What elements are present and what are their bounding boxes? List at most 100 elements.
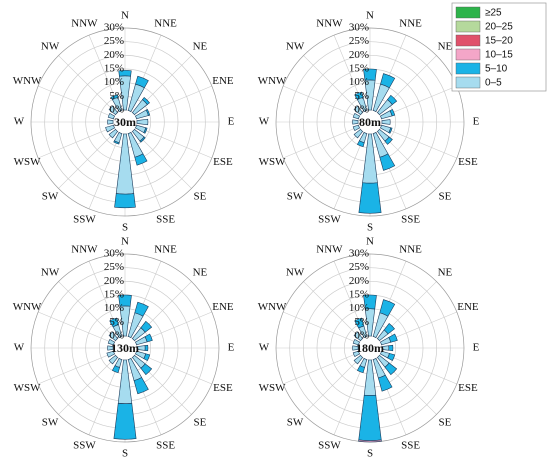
direction-label: SE [439, 190, 452, 202]
direction-label: SW [42, 190, 59, 202]
wind-segment [144, 344, 149, 352]
direction-label: W [14, 342, 25, 354]
legend-swatch [455, 76, 481, 89]
radial-tick-label: 10% [104, 302, 124, 314]
legend-swatch [455, 48, 481, 61]
radial-tick-label: 25% [349, 35, 369, 47]
wind-segment [145, 108, 151, 116]
wind-segment [109, 317, 119, 328]
wind-rose: N NNE NE ENE E ESE SE SSE S SSW SW WSW W WNW NW NNW 0% 5%… [13, 10, 235, 234]
wind-segment [379, 153, 396, 171]
direction-label: NE [193, 41, 208, 53]
wind-segment [388, 333, 398, 343]
wind-segment [383, 323, 395, 335]
height-label: 80m [359, 115, 381, 129]
direction-label: E [473, 342, 480, 354]
wind-segment [354, 317, 365, 329]
wind-segment [110, 94, 119, 101]
wind-segment [381, 119, 391, 125]
wind-segment [363, 68, 377, 81]
direction-label: N [121, 236, 129, 248]
direction-label: SW [42, 416, 59, 428]
wind-segment [142, 97, 150, 105]
direction-label: NE [438, 267, 453, 279]
radial-tick-label: 20% [349, 49, 369, 61]
legend-swatch [455, 6, 481, 19]
wind-segment [353, 105, 364, 116]
radial-tick-label: 25% [104, 35, 124, 47]
direction-label: ENE [212, 301, 234, 313]
radial-tick-label: 25% [104, 261, 124, 273]
direction-label: SE [194, 416, 207, 428]
direction-label: WSW [14, 382, 42, 394]
radial-tick-label: 10% [104, 76, 124, 88]
direction-label: WNW [13, 75, 42, 87]
wind-segment [139, 136, 146, 143]
direction-label: NW [286, 41, 305, 53]
direction-label: NNW [316, 244, 343, 256]
direction-label: W [259, 342, 270, 354]
direction-label: SSE [156, 213, 175, 225]
direction-label: ESE [213, 156, 233, 168]
direction-label: WNW [258, 301, 287, 313]
wind-segment [140, 320, 153, 333]
radial-tick-label: 5% [354, 316, 369, 328]
wind-segment [108, 128, 119, 139]
wind-segment [107, 345, 114, 351]
direction-label: WSW [259, 382, 287, 394]
grid-circle [30, 27, 220, 217]
direction-label: SSW [73, 213, 96, 225]
direction-label: SW [287, 416, 304, 428]
wind-segment [134, 153, 148, 166]
legend-label: 0–5 [485, 78, 502, 89]
direction-label: NE [438, 41, 453, 53]
legend: ≥25 20–25 15–20 10–15 5–10 0–5 [451, 2, 547, 92]
grid-circle [30, 253, 220, 443]
legend-swatch [455, 20, 481, 33]
direction-label: NE [193, 267, 208, 279]
wind-segment [140, 363, 153, 376]
radial-tick-label: 10% [349, 302, 369, 314]
radial-tick-label: 15% [104, 63, 124, 75]
legend-swatch [455, 62, 481, 75]
direction-label: ESE [213, 382, 233, 394]
radial-tick-label: 0% [109, 104, 124, 116]
direction-label: SSW [73, 439, 96, 451]
direction-label: W [259, 116, 270, 128]
wind-segment [135, 75, 149, 89]
direction-label: SSE [156, 439, 175, 451]
wind-segment [108, 331, 119, 342]
wind-segment [387, 94, 398, 105]
wind-segment [363, 359, 377, 396]
radial-tick-label: 0% [354, 330, 369, 342]
wind-segment [143, 127, 148, 134]
wind-segment [117, 359, 133, 405]
wind-segment [352, 338, 360, 346]
wind-segment [384, 362, 398, 376]
wind-segment [353, 354, 364, 365]
direction-label: SSW [318, 213, 341, 225]
wind-segment [384, 136, 393, 145]
direction-label: WNW [258, 75, 287, 87]
direction-label: E [228, 342, 235, 354]
radial-tick-label: 30% [349, 22, 369, 34]
grid-circle [275, 27, 465, 217]
legend-label: 15–20 [485, 36, 513, 47]
direction-label: WNW [13, 301, 42, 313]
wind-rose: N NNE NE ENE E ESE SE SSE S SSW SW WSW W WNW NW NNW 0% 5%… [13, 236, 235, 460]
direction-label: NW [286, 267, 305, 279]
radial-tick-label: 15% [349, 63, 369, 75]
radial-tick-label: 25% [349, 261, 369, 273]
legend-label: 5–10 [485, 64, 508, 75]
direction-label: ESE [458, 382, 478, 394]
direction-label: SSE [401, 439, 420, 451]
direction-label: WSW [14, 156, 42, 168]
wind-segment [352, 112, 360, 120]
wind-segment [113, 402, 137, 440]
wind-segment [389, 108, 396, 117]
direction-label: NNE [399, 18, 422, 30]
wind-segment [353, 331, 364, 342]
direction-label: N [121, 10, 129, 22]
direction-label: NNE [399, 244, 422, 256]
direction-label: ENE [212, 75, 234, 87]
